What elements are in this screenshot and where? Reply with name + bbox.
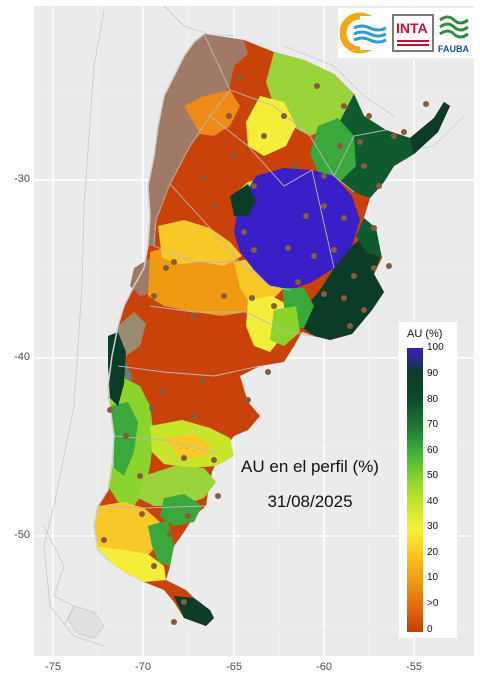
legend-label: 20 <box>427 547 439 558</box>
legend-label: >0 <box>427 598 439 609</box>
fauba-logo <box>439 15 469 39</box>
legend-title: AU (%) <box>407 328 443 340</box>
legend-label: 40 <box>427 496 439 507</box>
y-tick-label: -40 <box>14 351 30 363</box>
region-no-data-nw <box>148 34 248 246</box>
x-tick-label: -65 <box>226 661 242 673</box>
legend-label: 0 <box>427 624 433 635</box>
legend-label: 80 <box>427 394 439 405</box>
map-date: 31/08/2025 <box>267 492 353 511</box>
legend-label: 10 <box>427 572 439 583</box>
legend-label: 100 <box>427 342 444 353</box>
region-pampas-wet <box>300 236 384 340</box>
map-title: AU en el perfil (%) <box>241 457 379 476</box>
inta-logo: INTA <box>392 14 434 52</box>
legend-label: 30 <box>427 521 439 532</box>
y-tick-label: -50 <box>14 529 30 541</box>
x-tick-label: -60 <box>316 661 332 673</box>
soil-water-map <box>34 6 474 656</box>
region-mesopotamia-wet <box>324 94 450 198</box>
logos-box: INTA FAUBA <box>338 8 476 58</box>
legend-label: 90 <box>427 368 439 379</box>
x-tick-label: -75 <box>45 661 61 673</box>
legend: AU (%) 100 90 80 70 60 50 40 30 20 10 >0… <box>399 322 457 638</box>
legend-label: 60 <box>427 445 439 456</box>
x-tick-label: -70 <box>135 661 151 673</box>
legend-color-bar <box>407 348 423 632</box>
region-saturated <box>234 168 360 290</box>
legend-label: 70 <box>427 419 439 430</box>
weather-stations <box>101 75 429 625</box>
fauba-label: FAUBA <box>438 44 469 54</box>
y-tick-label: -30 <box>14 173 30 185</box>
water-logo <box>340 12 390 54</box>
x-tick-label: -55 <box>406 661 422 673</box>
legend-label: 50 <box>427 470 439 481</box>
province-borders <box>97 33 387 509</box>
